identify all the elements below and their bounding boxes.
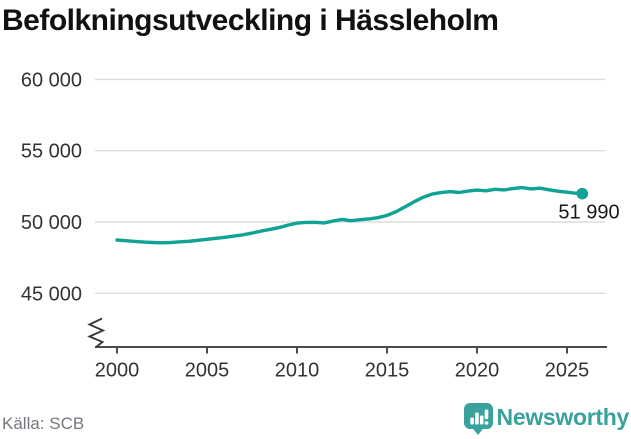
y-axis-tick-label: 50 000 <box>21 212 82 234</box>
end-point-marker <box>576 187 589 200</box>
x-axis-tick-label: 2000 <box>95 360 140 382</box>
population-line-series <box>115 185 584 245</box>
y-axis-tick-label: 60 000 <box>21 69 82 91</box>
x-axis-tick-label: 2015 <box>365 360 410 382</box>
x-axis-tick-label: 2025 <box>545 360 590 382</box>
newsworthy-logo[interactable]: Newsworthy <box>463 403 630 435</box>
end-point-value-label: 51 990 <box>558 202 619 224</box>
chart-title: Befolkningsutveckling i Hässleholm <box>2 4 499 37</box>
source-label: Källa: SCB <box>2 414 85 433</box>
y-axis-tick-label: 55 000 <box>21 141 82 163</box>
axis-break-icon <box>87 317 106 349</box>
newsworthy-logo-icon <box>463 403 493 435</box>
x-axis-tick-label: 2005 <box>185 360 230 382</box>
y-axis-tick-label: 45 000 <box>21 283 82 305</box>
x-axis-tick-label: 2010 <box>275 360 320 382</box>
newsworthy-logo-text: Newsworthy <box>496 404 630 430</box>
x-axis-tick-label: 2020 <box>455 360 500 382</box>
